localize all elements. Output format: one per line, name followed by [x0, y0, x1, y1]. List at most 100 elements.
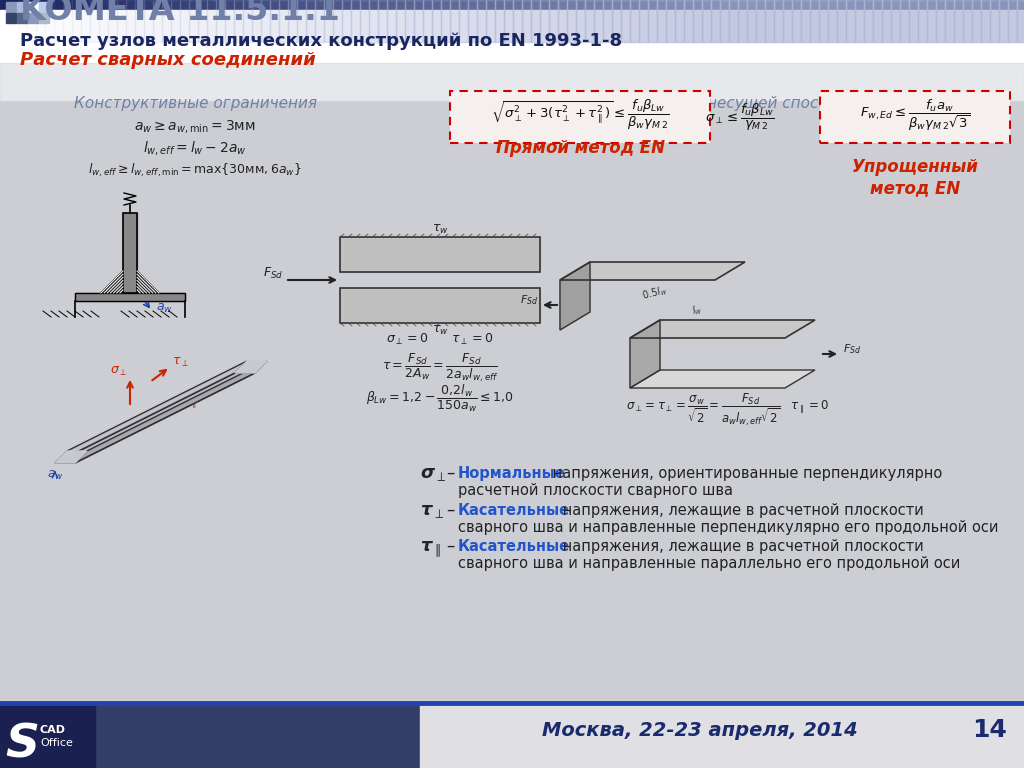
Text: $\tau_w$: $\tau_w$ — [432, 324, 449, 337]
Bar — [420, 703, 1024, 768]
Bar — [261, 0, 270, 42]
Bar — [369, 0, 378, 42]
Text: напряжения, ориентированные перпендикулярно: напряжения, ориентированные перпендикуля… — [548, 466, 942, 481]
Bar — [504, 0, 513, 42]
Polygon shape — [630, 370, 815, 388]
FancyBboxPatch shape — [450, 91, 710, 143]
Bar — [792, 0, 801, 42]
Text: $\tau = \dfrac{F_{Sd}}{2A_w} = \dfrac{F_{Sd}}{2a_w l_{w,eff}}$: $\tau = \dfrac{F_{Sd}}{2A_w} = \dfrac{F_… — [382, 352, 499, 385]
Text: $l_{w,eff} = l_w - 2a_w$: $l_{w,eff} = l_w - 2a_w$ — [143, 140, 247, 157]
Bar — [45, 0, 54, 42]
Bar — [648, 0, 657, 42]
Bar — [0, 68, 1024, 703]
Bar — [0, 63, 1024, 703]
Polygon shape — [630, 320, 660, 388]
Bar — [340, 237, 540, 272]
Text: Касательные: Касательные — [458, 503, 570, 518]
Bar — [225, 0, 234, 42]
Bar — [459, 0, 468, 42]
Text: Расчет узлов металлических конструкций по EN 1993-1-8: Расчет узлов металлических конструкций п… — [20, 32, 623, 50]
Bar — [900, 0, 909, 42]
Bar — [936, 0, 945, 42]
Bar — [342, 0, 351, 42]
Bar — [63, 0, 72, 42]
Bar — [774, 0, 783, 42]
Bar — [720, 0, 729, 42]
Bar — [837, 0, 846, 42]
Text: Упрощенный
метод EN: Упрощенный метод EN — [852, 158, 979, 197]
Bar — [594, 0, 603, 42]
Text: $\sigma_\perp = 0 \qquad \tau_\perp = 0$: $\sigma_\perp = 0 \qquad \tau_\perp = 0$ — [386, 332, 494, 347]
Bar — [864, 0, 873, 42]
Text: KOMETA 11.5.1.1: KOMETA 11.5.1.1 — [20, 0, 340, 27]
Text: $\tau_\perp$: $\tau_\perp$ — [172, 356, 188, 369]
Text: $\boldsymbol{\tau}_\parallel$: $\boldsymbol{\tau}_\parallel$ — [420, 539, 440, 559]
Bar — [522, 0, 531, 42]
Text: 14: 14 — [973, 718, 1008, 742]
Bar — [270, 0, 279, 42]
Text: Прямой метод EN: Прямой метод EN — [496, 139, 665, 157]
Polygon shape — [630, 320, 815, 338]
Bar — [340, 237, 540, 272]
Bar — [324, 0, 333, 42]
Bar — [340, 288, 540, 323]
Bar — [6, 13, 16, 23]
Polygon shape — [560, 262, 590, 330]
Bar — [495, 0, 504, 42]
Polygon shape — [137, 271, 159, 293]
Text: $\tau_w$: $\tau_w$ — [432, 223, 449, 236]
Text: $F_{Sd}$: $F_{Sd}$ — [263, 266, 283, 281]
Text: S: S — [5, 723, 39, 768]
Bar — [963, 0, 972, 42]
Bar — [216, 0, 225, 42]
Bar — [90, 0, 99, 42]
Bar — [18, 0, 27, 42]
Bar — [117, 0, 126, 42]
Text: Москва, 22-23 апреля, 2014: Москва, 22-23 апреля, 2014 — [542, 720, 858, 740]
Text: $\beta_{Lw} = 1{,}2 - \dfrac{0{,}2l_w}{150a_w} \leq 1{,}0$: $\beta_{Lw} = 1{,}2 - \dfrac{0{,}2l_w}{1… — [366, 383, 514, 415]
Bar — [639, 0, 648, 42]
Text: $l_{w,eff} \geq l_{w,eff,\min} = \max\{30$мм$,6a_w\}$: $l_{w,eff} \geq l_{w,eff,\min} = \max\{3… — [88, 162, 302, 179]
Bar — [0, 0, 9, 42]
Bar — [28, 13, 38, 23]
Bar — [621, 0, 630, 42]
Text: $0.5l_w$: $0.5l_w$ — [640, 283, 669, 303]
Bar — [765, 0, 774, 42]
Bar — [585, 0, 594, 42]
Text: Office: Office — [40, 738, 73, 748]
Text: $\sqrt{\sigma_\perp^2+3(\tau_\perp^2+\tau_\parallel^2)} \leq \dfrac{f_u\beta_{Lw: $\sqrt{\sigma_\perp^2+3(\tau_\perp^2+\ta… — [490, 98, 669, 132]
Polygon shape — [67, 361, 267, 451]
Polygon shape — [101, 271, 123, 293]
Bar — [575, 0, 585, 42]
Bar — [819, 0, 828, 42]
Text: сварного шва и направленные перпендикулярно его продольной оси: сварного шва и направленные перпендикуля… — [458, 520, 998, 535]
Text: $F_{Sd}$: $F_{Sd}$ — [843, 342, 861, 356]
Text: $\sigma_\perp \leq \dfrac{f_u\beta_{Lw}}{\gamma_{M\,2}}$: $\sigma_\perp \leq \dfrac{f_u\beta_{Lw}}… — [706, 101, 775, 133]
Bar — [801, 0, 810, 42]
Bar — [1008, 0, 1017, 42]
Bar — [666, 0, 675, 42]
Bar — [441, 0, 450, 42]
Bar — [702, 0, 711, 42]
Bar — [189, 0, 198, 42]
Text: –: – — [446, 501, 455, 519]
Bar — [39, 13, 49, 23]
Bar — [126, 0, 135, 42]
Polygon shape — [55, 361, 247, 463]
Bar — [153, 0, 162, 42]
Bar — [17, 13, 27, 23]
Bar — [0, 703, 95, 768]
Bar — [414, 0, 423, 42]
Bar — [28, 2, 38, 12]
Text: $a_w$: $a_w$ — [47, 469, 63, 482]
Bar — [162, 0, 171, 42]
Bar — [351, 0, 360, 42]
Text: Нормальные: Нормальные — [458, 466, 565, 481]
Bar — [123, 213, 137, 293]
Bar — [288, 0, 297, 42]
Bar — [27, 0, 36, 42]
Text: $l_w$: $l_w$ — [690, 302, 703, 318]
Bar — [39, 2, 49, 12]
Text: –: – — [446, 537, 455, 555]
Text: $F_{w,Ed} \leq \dfrac{f_u a_w}{\beta_w\gamma_{M\,2}\sqrt{3}}$: $F_{w,Ed} \leq \dfrac{f_u a_w}{\beta_w\g… — [860, 98, 971, 133]
